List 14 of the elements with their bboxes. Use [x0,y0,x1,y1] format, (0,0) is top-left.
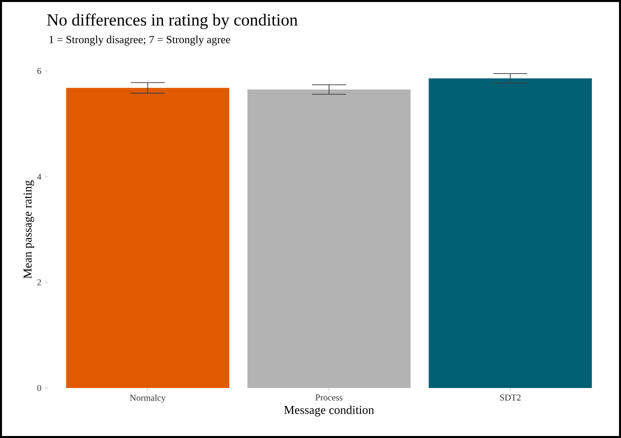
bar [428,78,592,388]
y-tick-label: 4 [37,174,42,180]
chart-subtitle: 1 = Strongly disagree; 7 = Strongly agree [50,36,230,46]
y-tick-label: 6 [37,68,42,74]
x-tick-label: Normalcy [130,394,166,403]
y-axis-title: Mean passage rating [24,180,34,278]
bar [66,88,230,388]
y-tick-label: 2 [37,279,41,286]
bar [247,89,411,388]
chart-title: No differences in rating by condition [47,14,298,30]
y-tick-label: 0 [37,384,42,392]
x-axis-title: Message condition [284,406,374,416]
x-tick-label: SDT2 [500,394,521,401]
x-tick-label: Process [316,394,342,401]
